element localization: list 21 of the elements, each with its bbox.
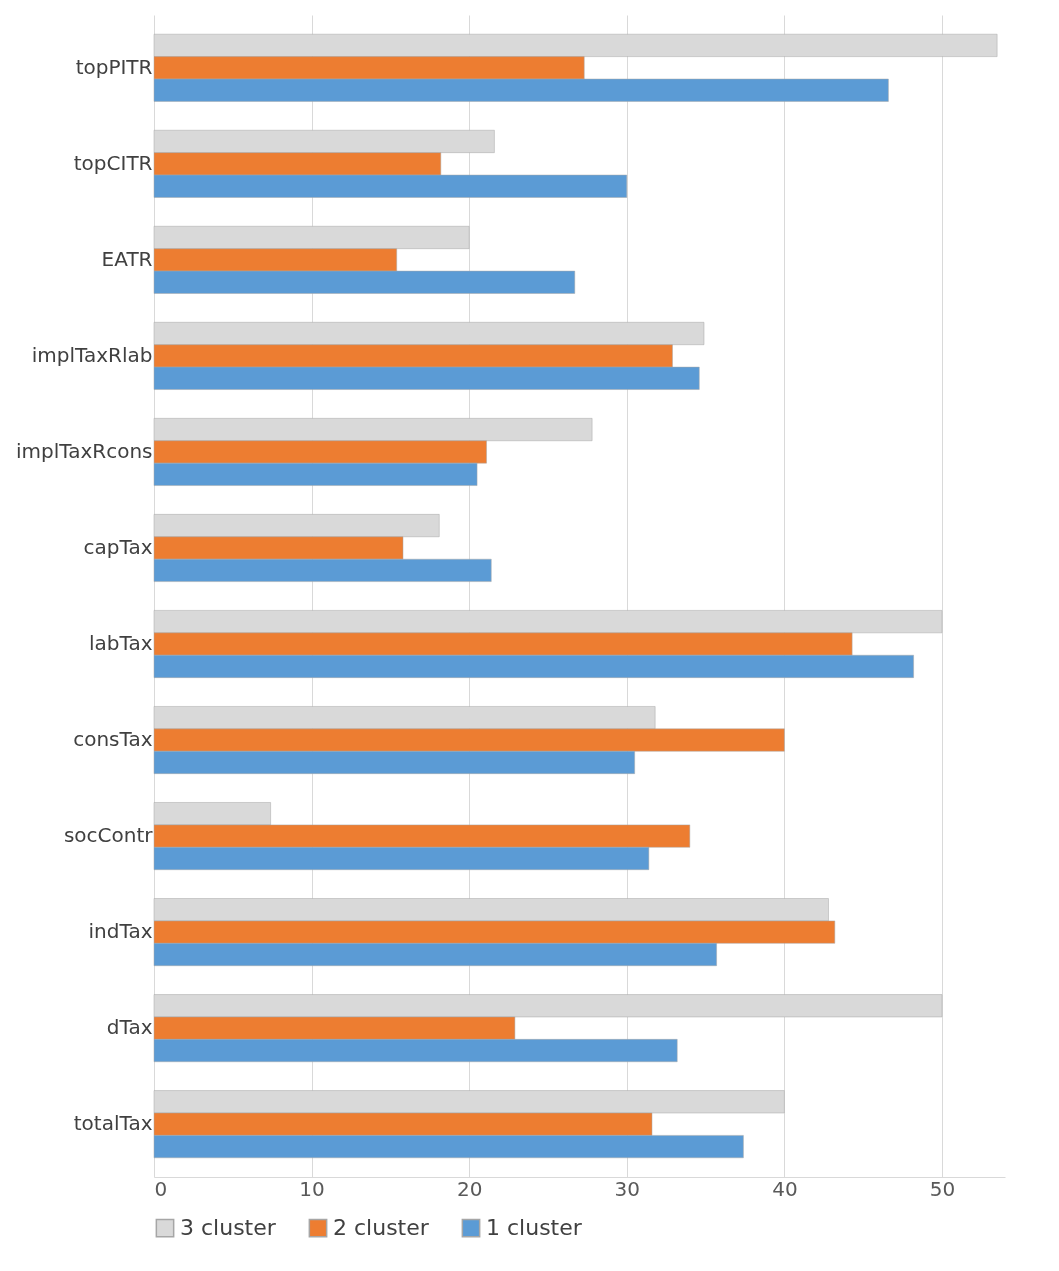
y-tick-label: indTax <box>88 919 153 944</box>
legend-label: 2 cluster <box>333 1215 430 1241</box>
y-tick-label: topCITR <box>73 150 153 175</box>
y-tick-label: EATR <box>101 246 153 271</box>
y-tick-label: implTaxRcons <box>15 438 153 463</box>
x-tick-label: 10 <box>299 1176 325 1201</box>
y-tick-label: socContr <box>63 823 154 848</box>
x-tick-label: 0 <box>154 1176 168 1201</box>
legend-label: 1 cluster <box>486 1215 583 1241</box>
x-tick-label: 40 <box>772 1176 798 1201</box>
y-tick-label: capTax <box>83 534 153 559</box>
y-tick-label: consTax <box>73 727 153 752</box>
legend-label: 3 cluster <box>180 1215 277 1241</box>
y-tick-label: dTax <box>106 1015 153 1040</box>
x-tick-label: 20 <box>456 1176 483 1201</box>
x-tick-label: 30 <box>614 1176 640 1201</box>
y-tick-label: topPITR <box>75 54 153 79</box>
x-tick-label: 50 <box>929 1176 956 1201</box>
y-tick-label: labTax <box>88 631 153 656</box>
y-tick-label: implTaxRlab <box>31 342 153 367</box>
y-tick-label: totalTax <box>73 1111 153 1136</box>
